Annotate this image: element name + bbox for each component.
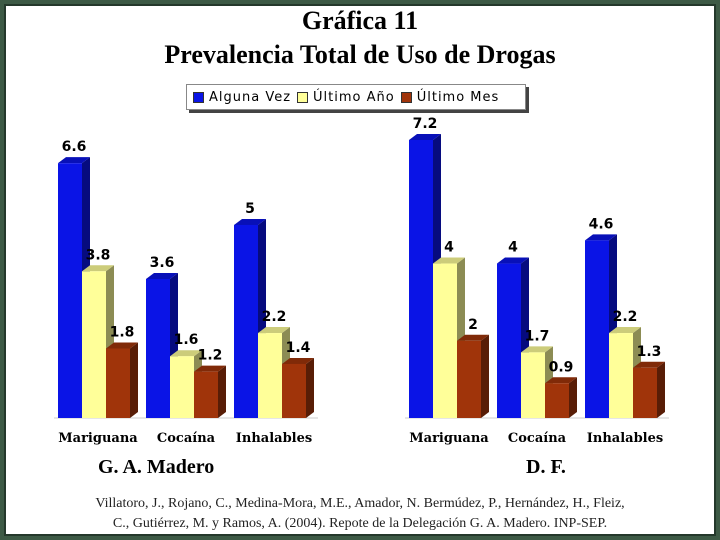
bar — [409, 140, 433, 418]
bar-top — [585, 234, 617, 241]
data-label: 7.2 — [413, 116, 438, 132]
data-label: 1.8 — [110, 325, 135, 341]
caption-line-1: Villatoro, J., Rojano, C., Medina-Mora, … — [95, 496, 625, 511]
bar-top — [433, 257, 465, 264]
bar-side — [130, 342, 138, 418]
data-label: 1.4 — [286, 340, 311, 356]
group-label-ga-madero: G. A. Madero — [98, 456, 215, 478]
group-label-df: D. F. — [526, 456, 566, 478]
bar — [258, 333, 282, 418]
bar-top — [106, 342, 138, 349]
bar — [585, 240, 609, 418]
data-label: 2 — [468, 317, 478, 333]
data-label: 0.9 — [549, 359, 574, 375]
bar-top — [282, 357, 314, 364]
data-label: 1.6 — [174, 332, 199, 348]
bar — [521, 352, 545, 418]
data-label: 4.6 — [589, 216, 614, 232]
data-label: 3.8 — [86, 247, 111, 263]
legend: Alguna Vez Último Año Último Mes — [186, 84, 526, 110]
legend-label-alguna-vez: Alguna Vez — [209, 89, 292, 105]
bar — [234, 224, 258, 418]
bar — [82, 271, 106, 418]
data-label: 4 — [508, 240, 518, 256]
bar-side — [306, 357, 314, 418]
category-label: Mariguana — [409, 431, 489, 446]
bar-top — [545, 377, 577, 384]
chart-title: Gráfica 11 — [301, 6, 419, 35]
bar-side — [657, 361, 665, 418]
category-label: Inhalables — [236, 431, 312, 446]
bar-side — [218, 365, 226, 418]
data-label: 4 — [444, 240, 454, 256]
bar-top — [497, 257, 529, 264]
data-label: 1.7 — [525, 328, 550, 344]
bar-top — [457, 334, 489, 341]
data-label: 5 — [245, 201, 255, 217]
data-label: 1.3 — [637, 344, 662, 360]
category-label: Inhalables — [587, 431, 663, 446]
legend-swatch-alguna-vez — [193, 91, 204, 103]
data-label: 6.6 — [62, 139, 87, 155]
bar-top — [170, 350, 202, 357]
bar — [457, 340, 481, 418]
bar — [170, 356, 194, 418]
legend-label-ultimo-ano: Último Año — [313, 89, 395, 105]
bar — [58, 163, 82, 418]
bar-top — [609, 327, 641, 334]
bar-top — [194, 365, 226, 372]
bar-top — [146, 273, 178, 279]
bar — [545, 383, 569, 418]
bar-side — [569, 377, 577, 418]
legend-swatch-ultimo-ano — [297, 91, 309, 103]
category-label: Cocaína — [508, 431, 567, 446]
bar-top — [258, 327, 290, 334]
bar — [633, 367, 657, 418]
category-label: Cocaína — [157, 431, 216, 446]
bar-top — [521, 346, 553, 353]
bar-top — [82, 265, 114, 272]
bar — [609, 333, 633, 418]
data-label: 1.2 — [198, 348, 223, 364]
legend-label-ultimo-mes: Último Mes — [416, 89, 500, 105]
bar — [497, 263, 521, 418]
data-label: 2.2 — [613, 309, 638, 325]
chart-subtitle: Prevalencia Total de Uso de Drogas — [164, 40, 556, 69]
source-caption: Villatoro, J., Rojano, C., Medina-Mora, … — [30, 494, 690, 534]
bar-top — [633, 361, 665, 368]
bar-side — [481, 334, 489, 418]
legend-item-alguna-vez: Alguna Vez — [193, 90, 291, 105]
bar — [146, 279, 170, 418]
category-label: Mariguana — [58, 431, 138, 446]
caption-line-2: C., Gutiérrez, M. y Ramos, A. (2004). Re… — [112, 516, 608, 531]
bar — [194, 371, 218, 418]
data-label: 3.6 — [150, 255, 175, 271]
bar-top — [409, 134, 441, 140]
data-label: 2.2 — [262, 309, 287, 325]
legend-item-ultimo-mes: Último Mes — [400, 89, 500, 105]
bar — [282, 363, 306, 418]
bar — [106, 348, 130, 418]
bar — [433, 263, 457, 418]
legend-item-ultimo-ano: Último Año — [297, 90, 395, 105]
bar-top — [234, 218, 266, 225]
legend-swatch-ultimo-mes — [400, 91, 412, 103]
bar-top — [58, 157, 90, 164]
